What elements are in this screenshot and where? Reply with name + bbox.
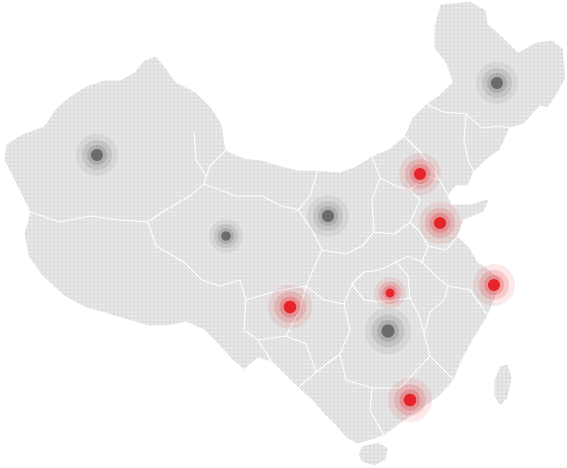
marker-chengdu[interactable] (267, 284, 313, 330)
marker-dot (322, 210, 334, 222)
marker-dot (414, 168, 426, 180)
marker-beijing[interactable] (399, 153, 441, 195)
hainan-island (357, 441, 389, 467)
marker-dot (434, 217, 446, 229)
marker-dot (283, 300, 297, 314)
china-mainland (3, 0, 567, 445)
marker-dot (381, 324, 395, 338)
marker-urumqi[interactable] (76, 134, 118, 176)
marker-dot (403, 393, 417, 407)
marker-shenzhen[interactable] (387, 377, 433, 423)
marker-dot (491, 77, 503, 89)
marker-harbin[interactable] (476, 62, 518, 104)
marker-dot (91, 149, 103, 161)
province-borders (29, 103, 511, 437)
marker-shanghai[interactable] (473, 264, 515, 306)
marker-xining[interactable] (209, 219, 243, 253)
marker-dot (385, 288, 395, 298)
taiwan-island (493, 363, 513, 407)
marker-lanzhou[interactable] (307, 195, 349, 237)
marker-jinan[interactable] (419, 202, 461, 244)
marker-changsha[interactable] (364, 307, 412, 355)
markers-layer (76, 62, 518, 423)
marker-dot (221, 231, 231, 241)
marker-dot (488, 279, 500, 291)
marker-wuhan[interactable] (374, 277, 406, 309)
